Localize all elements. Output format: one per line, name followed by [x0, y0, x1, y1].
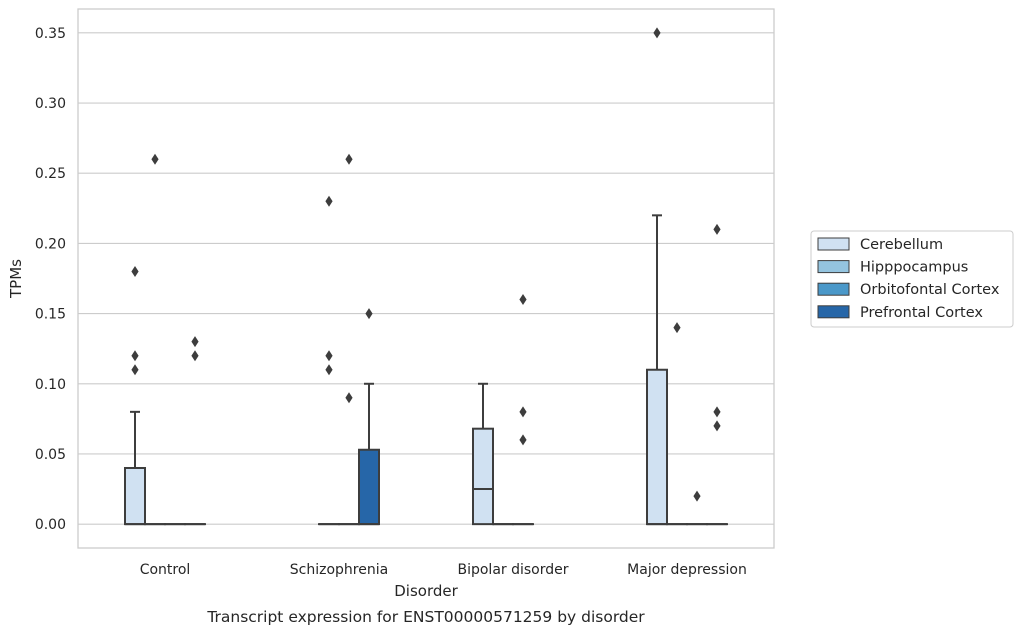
legend-swatch: [818, 238, 849, 250]
grid-lines: [78, 33, 774, 524]
box-3-1: [359, 308, 379, 524]
box-3-0: [185, 336, 205, 524]
box-body: [125, 468, 145, 524]
outlier-point: [713, 420, 720, 431]
box-0-3: [647, 27, 667, 524]
outlier-point: [325, 196, 332, 207]
legend: Cerebellum Hipppocampus Orbitofontal Corte…: [811, 231, 1013, 327]
box-1-0: [145, 154, 165, 524]
outlier-point: [131, 364, 138, 375]
legend-label: Cerebellum: [860, 237, 943, 253]
box-2-1: [339, 154, 359, 524]
outlier-point: [713, 224, 720, 235]
legend-label: Hipppocampus: [860, 260, 968, 276]
box-0-0: [125, 266, 145, 524]
y-tick-label: 0.30: [35, 96, 66, 112]
legend-swatch: [818, 283, 849, 295]
box-1-1: [319, 196, 339, 524]
legend-label: Prefrontal Cortex: [860, 305, 983, 321]
x-tick-label: Control: [140, 562, 191, 578]
outlier-point: [713, 406, 720, 417]
y-tick-label: 0.05: [35, 447, 66, 463]
plot-frame: [78, 9, 774, 548]
outlier-point: [131, 266, 138, 277]
outlier-point: [653, 27, 660, 38]
box-2-3: [687, 491, 707, 525]
x-tick-label: Schizophrenia: [290, 562, 388, 578]
boxes-layer: [125, 27, 727, 524]
box-2-2: [513, 294, 533, 524]
box-body: [473, 429, 493, 524]
outlier-point: [673, 322, 680, 333]
outlier-point: [191, 336, 198, 347]
legend-swatch: [818, 306, 849, 318]
outlier-point: [325, 364, 332, 375]
outlier-point: [519, 406, 526, 417]
outlier-point: [519, 434, 526, 445]
y-axis-label: TPMs: [7, 259, 25, 299]
outlier-point: [191, 350, 198, 361]
outlier-point: [345, 392, 352, 403]
x-axis-label: Disorder: [394, 582, 458, 600]
legend-swatch: [818, 261, 849, 273]
legend-label: Orbitofontal Cortex: [860, 282, 1000, 298]
box-1-3: [667, 322, 687, 524]
y-tick-label: 0.25: [35, 166, 66, 182]
x-tick-labels: Control Schizophrenia Bipolar disorder Majo…: [140, 562, 747, 578]
y-tick-label: 0.15: [35, 307, 66, 323]
y-tick-label: 0.20: [35, 236, 66, 252]
outlier-point: [519, 294, 526, 305]
outlier-point: [131, 350, 138, 361]
outlier-point: [365, 308, 372, 319]
box-3-3: [707, 224, 727, 524]
y-tick-labels: 0.00 0.05 0.10 0.15 0.20 0.25 0.30 0.35: [35, 26, 66, 533]
chart-caption: Transcript expression for ENST0000057125…: [206, 608, 645, 626]
y-tick-label: 0.35: [35, 26, 66, 42]
outlier-point: [325, 350, 332, 361]
y-tick-label: 0.00: [35, 517, 66, 533]
outlier-point: [345, 154, 352, 165]
box-body: [359, 450, 379, 524]
y-tick-label: 0.10: [35, 377, 66, 393]
box-0-2: [473, 384, 493, 524]
outlier-point: [693, 491, 700, 502]
x-tick-label: Bipolar disorder: [457, 562, 568, 578]
box-body: [647, 370, 667, 524]
x-tick-label: Major depression: [627, 562, 747, 578]
outlier-point: [151, 154, 158, 165]
